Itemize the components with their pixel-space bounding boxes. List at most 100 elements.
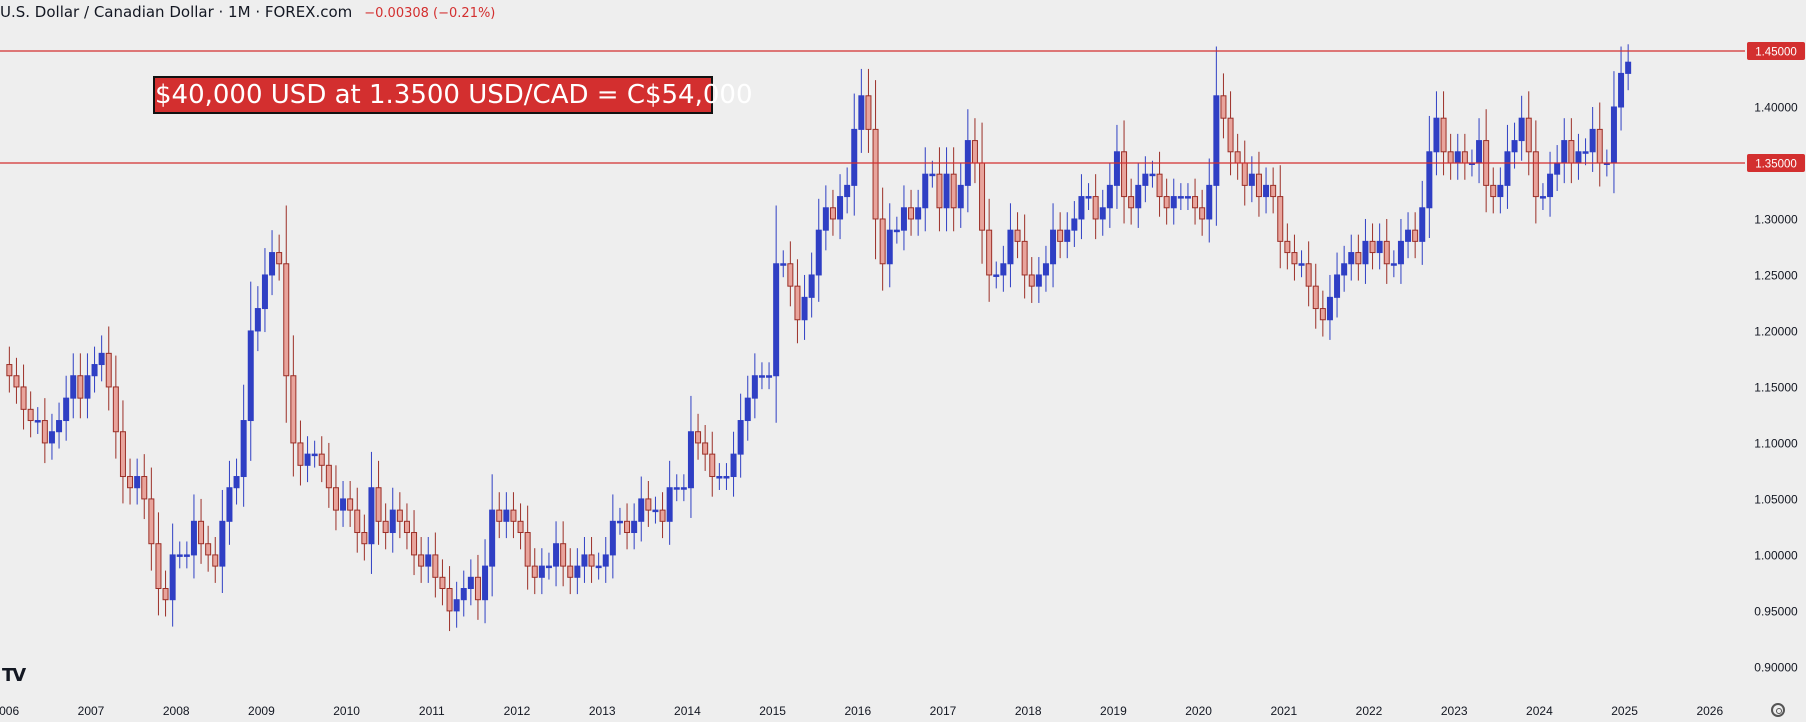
candle-body-down (141, 476, 148, 500)
candle (41, 398, 48, 464)
candle-body-down (212, 554, 219, 567)
candle-body-up (1554, 162, 1561, 175)
candle-body-down (1568, 140, 1575, 164)
time-tick-label: 2014 (674, 704, 701, 718)
candle (1518, 95, 1525, 161)
candle-body-down (1490, 184, 1497, 198)
candle-body-down (794, 285, 801, 321)
candle (460, 570, 467, 617)
candle (1050, 203, 1057, 288)
candle-body-down (872, 128, 879, 220)
candle (439, 559, 446, 606)
candle-body-up (1113, 151, 1120, 186)
candle (1007, 203, 1014, 288)
candle (77, 353, 84, 419)
candle (127, 458, 134, 505)
candle-body-down (709, 453, 716, 478)
candle (1177, 183, 1184, 211)
candle-body-down (1199, 207, 1206, 220)
candle (1355, 234, 1362, 281)
candle-body-up (837, 196, 844, 220)
candle (48, 413, 55, 460)
candle-body-down (1192, 196, 1199, 209)
candle-body-down (119, 431, 126, 478)
candle (574, 548, 581, 595)
candle (950, 147, 957, 232)
candle-body-down (971, 140, 978, 164)
candle-body-up (1582, 151, 1589, 154)
candle (1539, 183, 1546, 211)
candle-body-up (1326, 296, 1333, 321)
time-tick-label: 2020 (1185, 704, 1212, 718)
candle (332, 465, 339, 531)
candle-body-up (1064, 229, 1071, 242)
candle (1042, 245, 1049, 292)
candle-body-down (1319, 308, 1326, 321)
candle-body-down (1014, 229, 1021, 242)
candle (624, 503, 631, 550)
candle (1156, 151, 1163, 217)
candles-layer (6, 44, 1632, 632)
candle (531, 548, 538, 595)
candle (1447, 133, 1454, 180)
time-tick-label: 2025 (1611, 704, 1638, 718)
candle-body-down (1255, 173, 1262, 198)
candle (1142, 156, 1149, 203)
candle (673, 474, 680, 502)
price-tick-label: 1.30000 (1754, 212, 1798, 226)
candle (1362, 218, 1369, 284)
time-tick-label: 2021 (1270, 704, 1297, 718)
candle-body-up (815, 229, 822, 276)
candle-body-down (1057, 229, 1064, 242)
candle (183, 541, 190, 569)
candle-body-down (1270, 184, 1277, 198)
candle-body-down (127, 476, 134, 489)
candle (453, 581, 460, 628)
candle-body-up (595, 565, 602, 569)
candle-body-up (1135, 184, 1142, 209)
candle-body-up (1298, 263, 1305, 266)
candle-body-up (808, 274, 815, 298)
candle (609, 494, 616, 579)
candle (1064, 212, 1071, 259)
candle (1383, 218, 1390, 284)
candle (787, 241, 794, 307)
candle-body-down (1440, 117, 1447, 153)
candle (1035, 257, 1042, 303)
candle-body-up (240, 420, 247, 478)
candle (1220, 73, 1227, 139)
candle-body-up (1547, 173, 1554, 198)
candle (1099, 189, 1106, 236)
candle (148, 467, 155, 571)
candle-body-up (1106, 184, 1113, 209)
candle (1419, 180, 1426, 265)
candle (1263, 167, 1270, 214)
candle (1085, 183, 1092, 211)
settings-gear-icon[interactable] (1771, 703, 1785, 717)
candle-body-up (1050, 229, 1057, 265)
candle (297, 420, 304, 486)
time-tick-label: 2012 (504, 704, 531, 718)
price-tick-label: 1.25000 (1754, 268, 1798, 282)
candle-body-down (787, 263, 794, 287)
candle (1199, 189, 1206, 236)
candle (588, 536, 595, 583)
candle-body-up (844, 184, 851, 198)
conversion-annotation: $40,000 USD at 1.3500 USD/CAD = C$54,000 (153, 76, 753, 114)
candle (631, 503, 638, 550)
candle (964, 109, 971, 213)
tradingview-logo[interactable]: TV (2, 665, 26, 686)
candle-body-up (858, 95, 865, 130)
candle-body-up (780, 263, 787, 266)
candle-body-up (1042, 263, 1049, 276)
candle-body-up (766, 375, 773, 378)
candle-body-down (588, 554, 595, 567)
candle (1326, 274, 1333, 340)
candle (1170, 178, 1177, 225)
chart-header: U.S. Dollar / Canadian Dollar · 1M · FOR… (0, 3, 495, 21)
candle-body-down (1277, 196, 1284, 242)
candle (908, 189, 915, 236)
candle-body-down (1383, 240, 1390, 265)
candle (773, 205, 780, 423)
candle-body-up (1362, 240, 1369, 265)
